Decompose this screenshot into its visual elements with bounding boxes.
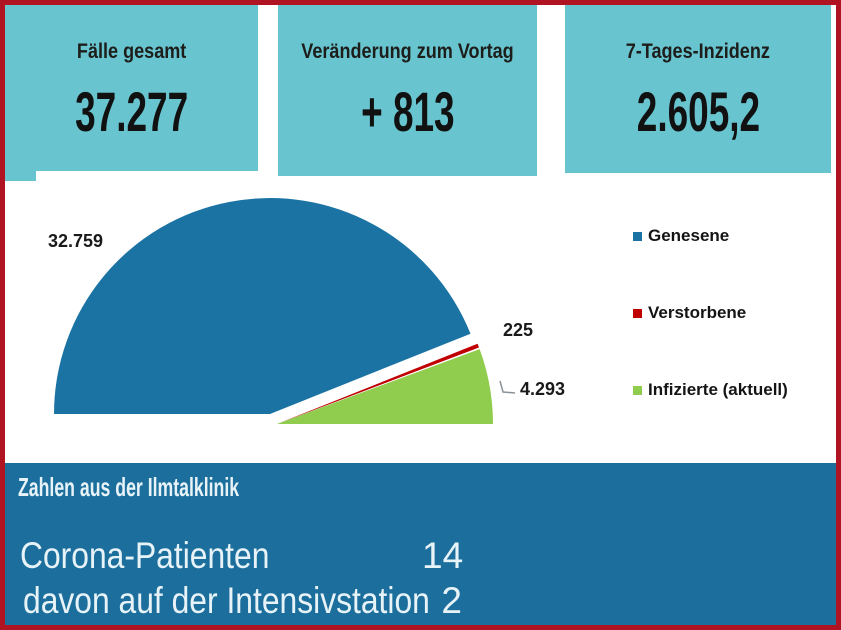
half-pie-chart (54, 198, 516, 424)
pie-label-genesene: 32.759 (48, 231, 104, 251)
clinic-row-value: 2 (441, 580, 462, 621)
kpi-label: Veränderung zum Vortag (301, 40, 514, 63)
clinic-title: Zahlen aus der Ilmtalklinik (18, 472, 240, 502)
clinic-row-label: davon auf der Intensivstation (23, 580, 430, 621)
legend-swatch-verstorbene (633, 308, 642, 318)
kpi-card-faelle-gesamt: Fälle gesamt 37.277 (5, 5, 258, 171)
clinic-row-intensivstation: davon auf der Intensivstation 2 (5, 581, 836, 621)
legend-swatch-infizierte (633, 385, 642, 395)
clinic-row-corona-patienten: Corona-Patienten 14 (5, 536, 836, 576)
pie-slice-verstorbene (277, 343, 479, 424)
clinic-row-label: Corona-Patienten (20, 535, 270, 576)
pie-label-infizierte: 4.293 (520, 379, 566, 399)
kpi-value: 2.605,2 (636, 80, 760, 143)
legend-label: Verstorbene (648, 303, 747, 322)
clinic-row-value: 14 (422, 535, 464, 576)
legend-swatch-genesene (633, 231, 642, 241)
pie-slice-genesene (54, 198, 471, 414)
kpi-value: 37.277 (74, 80, 189, 143)
label-leader-line (499, 380, 516, 394)
clinic-section: Zahlen aus der Ilmtalklinik Corona-Patie… (5, 463, 836, 625)
kpi-label: Fälle gesamt (76, 40, 187, 63)
pie-slice-infizierte (277, 349, 493, 424)
pie-label-verstorbene: 225 (503, 320, 534, 340)
legend-label: Genesene (648, 226, 730, 245)
kpi-label: 7-Tages-Inzidenz (625, 40, 771, 63)
legend-label: Infizierte (aktuell) (648, 380, 788, 399)
legend-item-infizierte: Infizierte (aktuell) (633, 380, 788, 400)
kpi-value: + 813 (360, 80, 455, 143)
legend-item-verstorbene: Verstorbene (633, 303, 746, 323)
card-notch-decoration (5, 171, 36, 181)
kpi-card-veraenderung: Veränderung zum Vortag + 813 (278, 5, 537, 176)
kpi-card-inzidenz: 7-Tages-Inzidenz 2.605,2 (565, 5, 831, 173)
legend-item-genesene: Genesene (633, 226, 729, 246)
